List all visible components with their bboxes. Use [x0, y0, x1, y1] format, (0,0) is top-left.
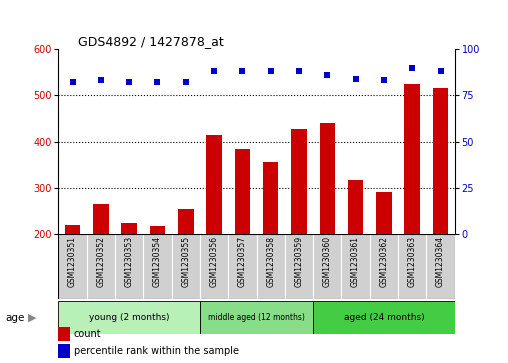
Text: age: age: [5, 313, 24, 323]
Bar: [433, 88, 448, 327]
Bar: [370, 234, 398, 299]
Bar: [87, 234, 115, 299]
Bar: [376, 192, 392, 327]
Bar: [404, 84, 420, 327]
Bar: [426, 234, 455, 299]
Text: GSM1230364: GSM1230364: [436, 236, 445, 287]
Bar: [341, 234, 370, 299]
Bar: [58, 301, 200, 334]
Point: [295, 68, 303, 74]
Text: GSM1230359: GSM1230359: [295, 236, 303, 287]
Text: GSM1230356: GSM1230356: [210, 236, 218, 287]
Point: [69, 79, 77, 85]
Text: count: count: [74, 329, 101, 339]
Text: percentile rank within the sample: percentile rank within the sample: [74, 346, 239, 356]
Bar: [291, 129, 307, 327]
Point: [153, 79, 162, 85]
Text: GSM1230353: GSM1230353: [124, 236, 134, 287]
Point: [380, 78, 388, 83]
Point: [323, 72, 331, 78]
Bar: [206, 135, 222, 327]
Text: ▶: ▶: [28, 313, 37, 323]
Bar: [257, 234, 285, 299]
Bar: [313, 301, 455, 334]
Point: [182, 79, 190, 85]
Text: GSM1230355: GSM1230355: [181, 236, 190, 287]
Text: GSM1230363: GSM1230363: [408, 236, 417, 287]
Point: [267, 68, 275, 74]
Bar: [143, 234, 172, 299]
Text: aged (24 months): aged (24 months): [343, 313, 424, 322]
Bar: [172, 234, 200, 299]
Bar: [150, 226, 165, 327]
Bar: [65, 225, 80, 327]
Text: GSM1230360: GSM1230360: [323, 236, 332, 287]
Point: [436, 68, 444, 74]
Bar: [263, 162, 278, 327]
Text: GSM1230354: GSM1230354: [153, 236, 162, 287]
Bar: [178, 209, 194, 327]
Text: young (2 months): young (2 months): [89, 313, 170, 322]
Bar: [58, 234, 87, 299]
Point: [97, 78, 105, 83]
Bar: [235, 148, 250, 327]
Bar: [398, 234, 426, 299]
Bar: [348, 180, 363, 327]
Point: [238, 68, 246, 74]
Bar: [93, 204, 109, 327]
Text: GSM1230361: GSM1230361: [351, 236, 360, 287]
Text: GDS4892 / 1427878_at: GDS4892 / 1427878_at: [78, 35, 224, 48]
Text: GSM1230351: GSM1230351: [68, 236, 77, 287]
Bar: [200, 301, 313, 334]
Bar: [115, 234, 143, 299]
Bar: [285, 234, 313, 299]
Bar: [313, 234, 341, 299]
Bar: [200, 234, 228, 299]
Bar: [121, 223, 137, 327]
Point: [125, 79, 133, 85]
Text: GSM1230358: GSM1230358: [266, 236, 275, 287]
Point: [408, 65, 416, 70]
Text: GSM1230357: GSM1230357: [238, 236, 247, 287]
Bar: [320, 123, 335, 327]
Point: [352, 76, 360, 82]
Bar: [228, 234, 257, 299]
Text: GSM1230352: GSM1230352: [97, 236, 105, 287]
Point: [210, 68, 218, 74]
Text: GSM1230362: GSM1230362: [379, 236, 389, 287]
Text: middle aged (12 months): middle aged (12 months): [208, 313, 305, 322]
